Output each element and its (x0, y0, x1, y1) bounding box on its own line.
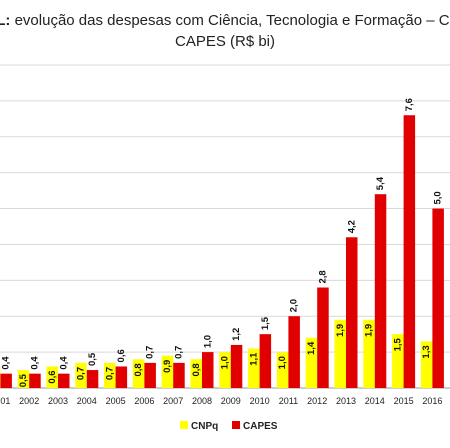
cnpq-bar (104, 362, 116, 388)
capes-bar (317, 287, 329, 388)
cnpq-value-label: 1,4 (306, 341, 317, 355)
x-tick-label: 2010 (250, 396, 270, 406)
capes-legend-label: CAPES (243, 421, 278, 432)
cnpq-bar (161, 355, 174, 388)
capes-bar (115, 366, 128, 388)
x-tick-label: 2013 (336, 396, 356, 406)
capes-value-label: 5,0 (433, 191, 444, 204)
cnpq-bar (248, 348, 260, 388)
capes-bar (230, 344, 243, 388)
cnpq-bar (420, 341, 433, 388)
capes-value-label: 0,5 (87, 352, 98, 366)
x-tick-label: 2014 (365, 396, 385, 406)
cnpq-value-label: 0,8 (191, 363, 202, 376)
capes-value-label: 0,4 (29, 356, 40, 370)
x-tick-label: 2002 (19, 396, 39, 406)
capes-value-label: 5,4 (375, 176, 386, 190)
x-tick-label: 2015 (394, 396, 414, 406)
capes-bar (58, 373, 70, 388)
cnpq-bar (46, 366, 58, 388)
capes-bar (202, 352, 214, 388)
cnpq-bar (75, 362, 87, 388)
legend: CNPq CAPES (180, 421, 278, 432)
cnpq-value-label: 0,7 (76, 367, 87, 380)
capes-bar (144, 362, 156, 388)
capes-bar (29, 373, 41, 388)
cnpq-bar (305, 337, 318, 388)
chart-title-line1: ASIL: evolução das despesas com Ciência,… (0, 12, 450, 29)
capes-value-label: 1,2 (231, 328, 242, 341)
capes-value-label: 0,4 (1, 356, 12, 370)
value-labels: 0,60,40,50,40,60,40,70,50,70,60,80,70,90… (0, 98, 444, 387)
capes-bar (173, 362, 185, 388)
cnpq-value-label: 1,9 (335, 324, 346, 337)
capes-value-label: 1,0 (202, 335, 213, 348)
capes-value-label: 0,4 (58, 356, 69, 370)
x-tick-label: 2003 (48, 396, 68, 406)
cnpq-legend-label: CNPq (191, 421, 218, 432)
bars (0, 115, 444, 388)
capes-value-label: 0,7 (145, 346, 156, 359)
cnpq-value-label: 1,0 (277, 356, 288, 369)
capes-value-label: 0,7 (173, 346, 184, 359)
x-tick-label: 2006 (134, 396, 154, 406)
capes-value-label: 2,8 (317, 270, 328, 283)
capes-value-label: 2,0 (289, 299, 300, 312)
x-tick-labels: 2001 2002 2003 2004 2005 2006 2007 2008 2009 2010… (0, 396, 442, 406)
cnpq-value-label: 0,5 (18, 373, 29, 387)
x-tick-label: 2011 (279, 396, 298, 406)
cnpq-value-label: 0,8 (133, 363, 144, 376)
cnpq-bar (219, 352, 231, 388)
x-tick-label: 2012 (307, 396, 327, 406)
x-tick-label: 2004 (77, 396, 97, 406)
capes-value-label: 4,2 (346, 220, 357, 233)
capes-bar (259, 334, 272, 388)
cnpq-legend-swatch (180, 421, 188, 429)
capes-legend-swatch (232, 421, 240, 429)
capes-bar (432, 208, 444, 388)
cnpq-bar (363, 319, 375, 388)
capes-value-label: 7,6 (404, 98, 415, 111)
cnpq-value-label: 1,9 (364, 324, 375, 337)
cnpq-value-label: 1,5 (392, 337, 403, 351)
x-tick-label: 2005 (106, 396, 126, 406)
capes-bar (374, 194, 387, 388)
cnpq-bar (392, 334, 404, 388)
capes-bar (346, 237, 358, 388)
cnpq-bar (132, 359, 145, 388)
x-tick-label: 2009 (221, 396, 241, 406)
capes-bar (0, 373, 12, 388)
capes-bar (288, 316, 300, 388)
cnpq-value-label: 1,0 (220, 356, 231, 369)
chart-title-line2: CAPES (R$ bi) (175, 33, 275, 50)
cnpq-value-label: 1,1 (248, 352, 259, 366)
cnpq-value-label: 1,3 (421, 345, 432, 358)
capes-value-label: 0,6 (116, 349, 127, 362)
capes-value-label: 1,5 (260, 316, 271, 330)
x-tick-label: 2016 (422, 396, 442, 406)
cnpq-bar (17, 370, 30, 388)
capes-bar (86, 370, 99, 388)
cnpq-bar (334, 319, 346, 388)
grid-lines (0, 64, 450, 389)
chart-title-rest: evolução das despesas com Ciência, Tecno… (10, 12, 450, 29)
cnpq-value-label: 0,7 (104, 367, 115, 380)
cnpq-value-label: 0,6 (47, 370, 58, 383)
chart-title-bold: ASIL: (0, 12, 10, 29)
x-tick-label: 2001 (0, 396, 10, 406)
x-tick-label: 2007 (163, 396, 183, 406)
cnpq-value-label: 0,9 (162, 360, 173, 373)
capes-bar (403, 115, 416, 388)
x-tick-label: 2008 (192, 396, 212, 406)
cnpq-bar (190, 359, 202, 388)
cnpq-bar (276, 352, 289, 388)
